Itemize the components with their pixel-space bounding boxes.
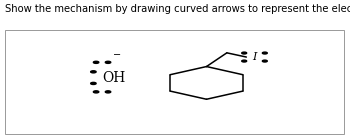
Circle shape [262, 52, 267, 54]
Circle shape [105, 91, 111, 93]
Circle shape [93, 91, 99, 93]
Circle shape [91, 82, 96, 85]
Circle shape [242, 60, 247, 62]
Text: I: I [252, 52, 257, 62]
Text: OH: OH [102, 71, 125, 85]
Circle shape [105, 61, 111, 63]
Circle shape [91, 71, 96, 73]
Circle shape [262, 60, 267, 62]
Text: −: − [113, 50, 121, 60]
Circle shape [93, 61, 99, 63]
Circle shape [242, 52, 247, 54]
Text: Show the mechanism by drawing curved arrows to represent the electron flow in th: Show the mechanism by drawing curved arr… [5, 4, 350, 14]
